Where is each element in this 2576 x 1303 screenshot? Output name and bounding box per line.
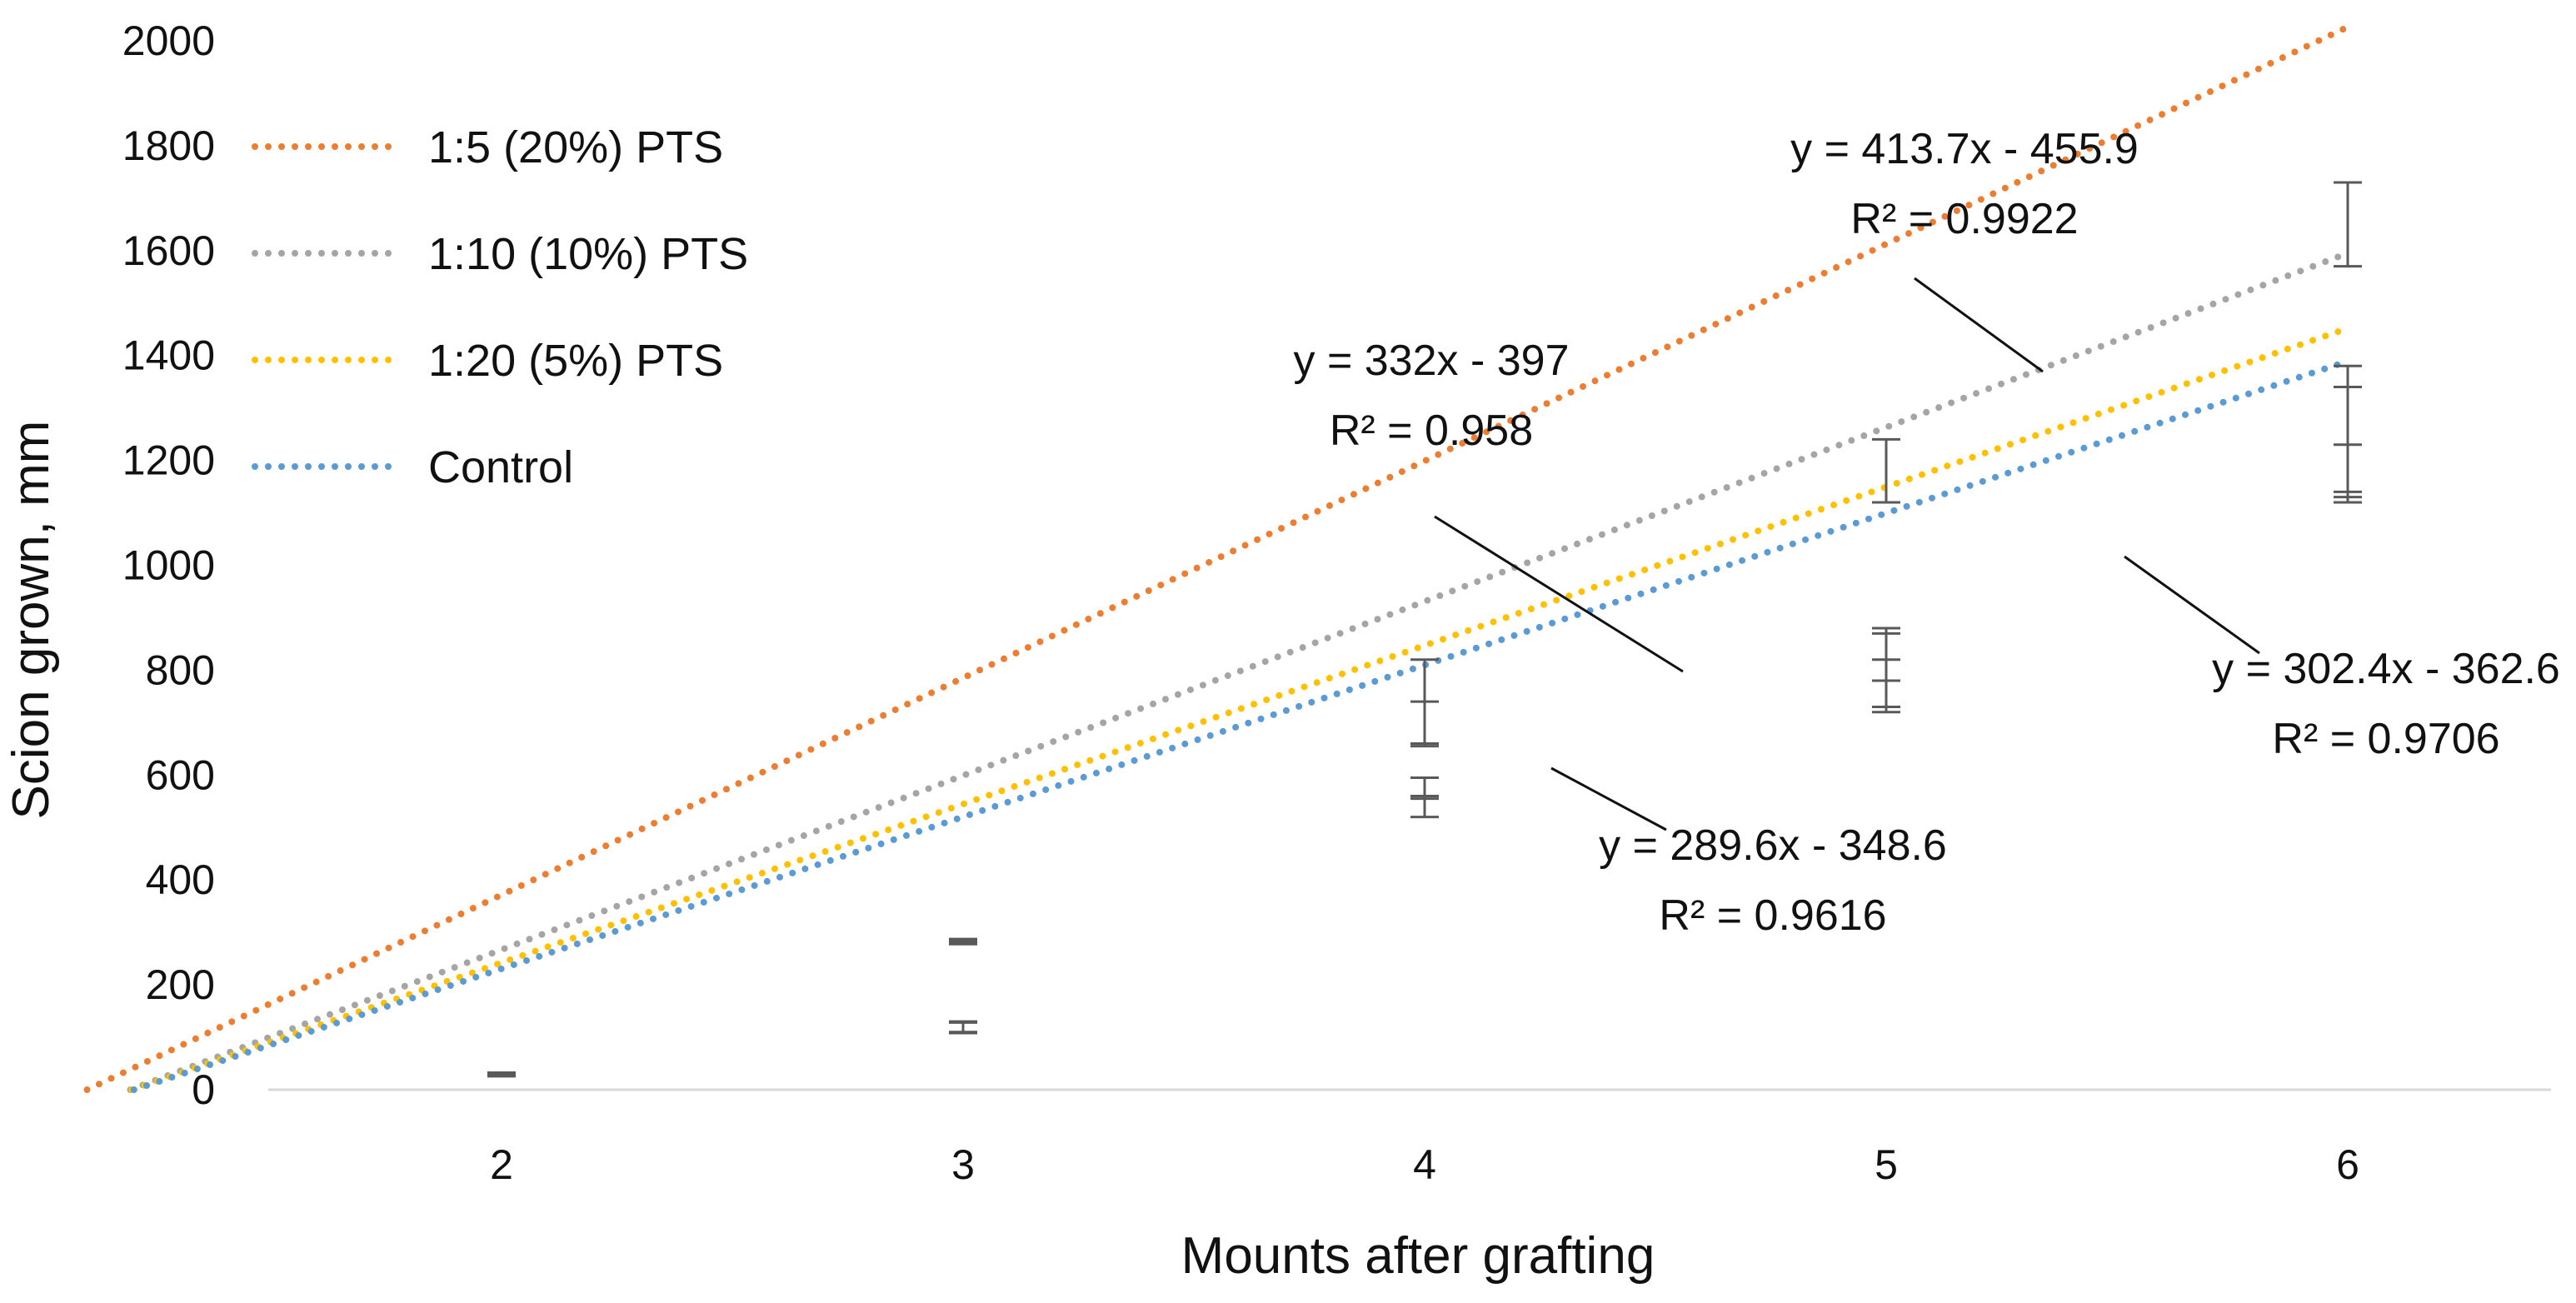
trend-r-squared: R² = 0.9922 (1850, 195, 2078, 243)
trend-r-squared: R² = 0.9706 (2272, 715, 2499, 763)
x-axis-ticks: 2 3 4 5 6 (490, 1141, 2359, 1188)
x-tick-label: 5 (1875, 1141, 1898, 1188)
y-axis-title: Scion grown, mm (2, 421, 60, 820)
trendline-series-3 (128, 325, 2351, 1093)
equation-leader-2 (1434, 515, 1684, 673)
y-tick-label: 1000 (122, 542, 215, 589)
y-tick-label: 0 (192, 1066, 215, 1113)
trend-equation: y = 413.7x - 455.9 (1790, 125, 2139, 173)
legend: 1:5 (20%) PTS 1:10 (10%) PTS 1:20 (5%) PTS… (252, 122, 748, 492)
x-tick-label: 6 (2336, 1141, 2359, 1188)
error-bar (1872, 437, 1900, 504)
error-bars (487, 181, 2362, 1078)
error-bar (949, 1021, 977, 1035)
y-tick-label: 1400 (122, 332, 215, 379)
equation-leader-4 (1550, 766, 1667, 831)
x-axis-title: Mounts after grafting (1181, 1227, 1655, 1285)
error-bar (1410, 794, 1439, 819)
trend-equation: y = 332x - 397 (1294, 337, 1570, 385)
legend-item: 1:20 (5%) PTS (252, 336, 723, 386)
trendline-series-4 (130, 357, 2351, 1093)
y-tick-label: 1800 (122, 122, 215, 169)
legend-item: Control (252, 442, 573, 492)
legend-item: 1:5 (20%) PTS (252, 122, 723, 172)
y-tick-label: 1200 (122, 437, 215, 484)
legend-label: 1:10 (10%) PTS (428, 229, 748, 279)
x-tick-label: 2 (490, 1141, 513, 1188)
trend-r-squared: R² = 0.9616 (1659, 891, 1886, 940)
equation-leaders (1434, 277, 2260, 831)
y-axis-ticks: 0 200 400 600 800 1000 1200 1400 1600 1800 2000 (122, 17, 215, 1113)
legend-item: 1:10 (10%) PTS (252, 229, 748, 279)
trendline-series-2 (127, 249, 2351, 1093)
trendline-series-1 (83, 23, 2351, 1093)
trend-equation: y = 289.6x - 348.6 (1599, 821, 1947, 870)
error-bar (2334, 443, 2362, 499)
y-tick-label: 400 (146, 856, 215, 903)
trend-equation: y = 302.4x - 362.6 (2212, 645, 2560, 693)
y-tick-label: 2000 (122, 17, 215, 64)
x-tick-label: 4 (1413, 1141, 1436, 1188)
legend-label: Control (428, 442, 573, 492)
trendlines (83, 23, 2351, 1093)
x-tick-label: 3 (951, 1141, 975, 1188)
equation-leader-1 (1914, 277, 2044, 373)
legend-label: 1:20 (5%) PTS (428, 336, 723, 386)
error-bar (1410, 700, 1439, 746)
y-tick-label: 1600 (122, 227, 215, 274)
error-bar (2334, 181, 2362, 268)
equation-leader-3 (2124, 555, 2260, 655)
y-tick-label: 600 (146, 751, 215, 798)
trend-equations: y = 413.7x - 455.9 R² = 0.9922 y = 332x - … (1294, 125, 2560, 940)
y-tick-label: 200 (146, 961, 215, 1008)
trend-r-squared: R² = 0.958 (1330, 407, 1533, 455)
legend-label: 1:5 (20%) PTS (428, 122, 723, 172)
error-bar (1872, 658, 1900, 714)
y-tick-label: 800 (146, 647, 215, 693)
